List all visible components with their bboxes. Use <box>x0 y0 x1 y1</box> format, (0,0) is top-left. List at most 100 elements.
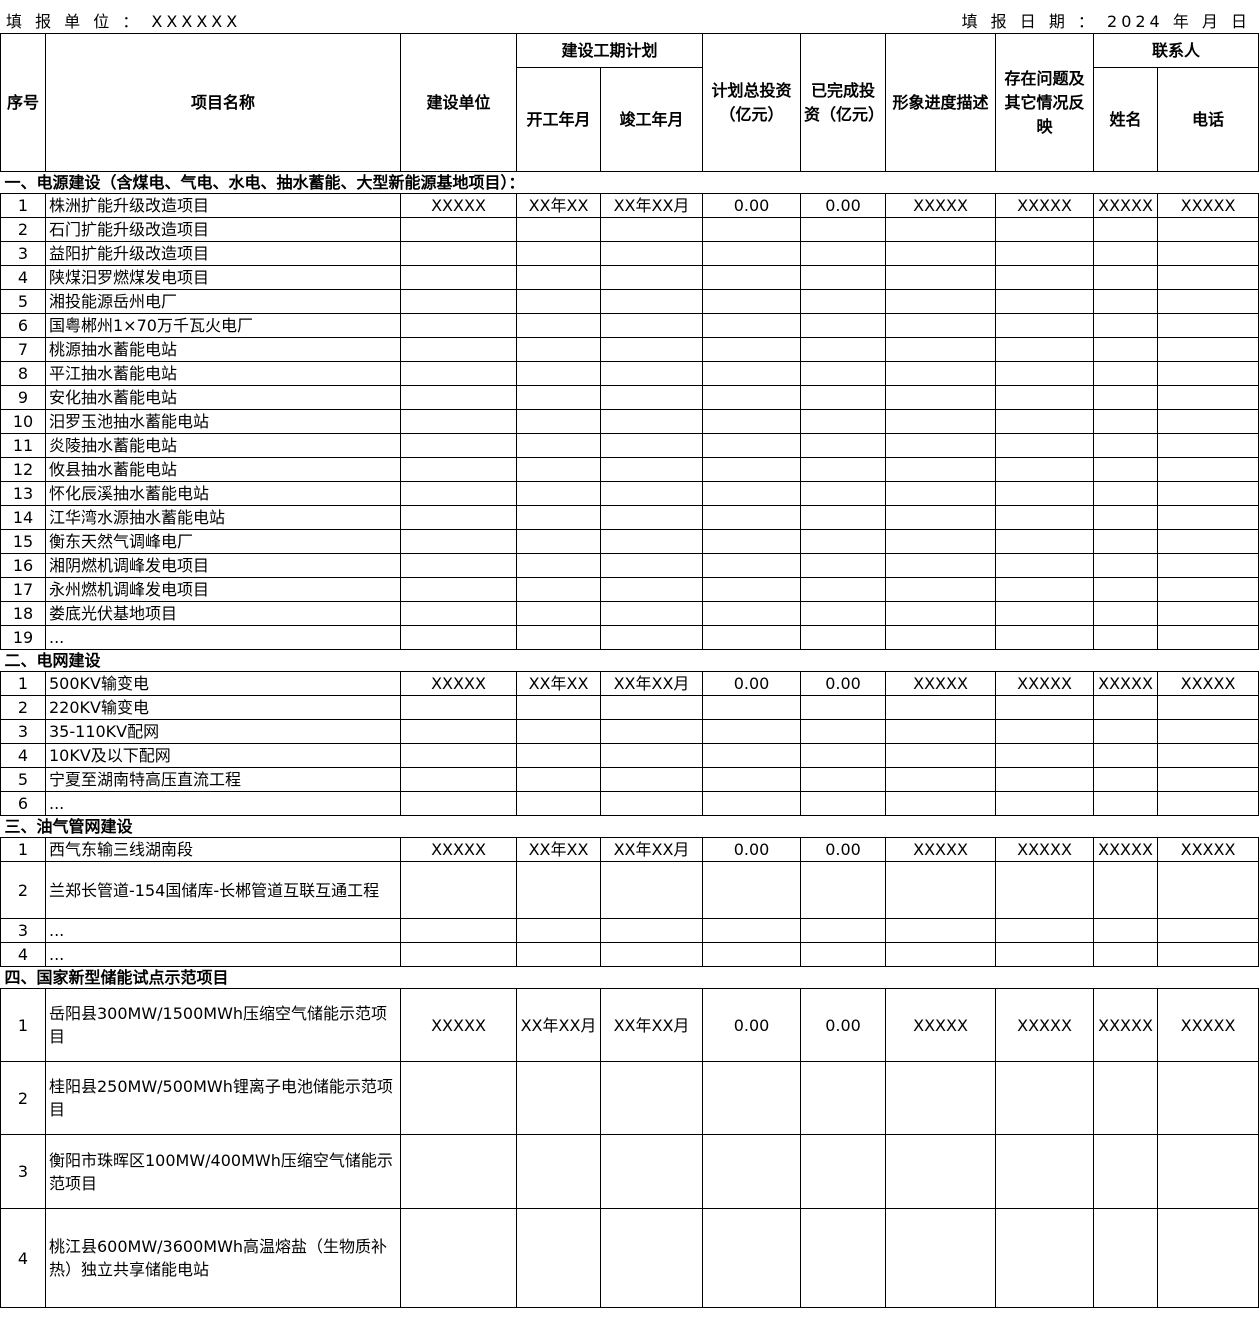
reporting-unit: 填 报 单 位 ： XXXXXX <box>6 12 242 31</box>
cell-builder <box>400 337 517 362</box>
cell-start <box>516 1061 601 1135</box>
table-row: 2 石门扩能升级改造项目 <box>0 217 1259 242</box>
cell-contact-phone <box>1157 625 1259 650</box>
cell-completed <box>800 577 887 602</box>
cell-contact-phone <box>1157 1134 1259 1209</box>
cell-end <box>599 217 704 242</box>
cell-completed <box>800 1061 887 1135</box>
cell-end <box>599 767 704 792</box>
cell-start <box>516 337 601 362</box>
cell-contact-phone <box>1157 529 1259 554</box>
cell-seq: 4 <box>0 942 46 967</box>
report-header: 填 报 单 位 ： XXXXXX 填 报 日 期 ： 2024 年 月 日 <box>0 0 1259 33</box>
cell-progress <box>885 241 997 266</box>
cell-completed <box>800 289 887 314</box>
cell-end: XX年XX月 <box>599 671 704 696</box>
cell-completed <box>800 1208 887 1308</box>
cell-end <box>599 942 704 967</box>
cell-completed <box>800 409 887 434</box>
cell-progress <box>885 695 997 720</box>
cell-contact-name <box>1093 457 1159 482</box>
cell-issues: XXXXX <box>995 671 1095 696</box>
cell-completed <box>800 529 887 554</box>
cell-builder: XXXXX <box>400 193 517 218</box>
table-row: 4 陕煤汨罗燃煤发电项目 <box>0 265 1259 290</box>
cell-completed <box>800 743 887 768</box>
cell-end <box>599 918 704 943</box>
cell-name: 衡阳市珠晖区100MW/400MWh压缩空气储能示范项目 <box>45 1134 401 1209</box>
header-completed: 已完成投资（亿元） <box>800 33 887 172</box>
cell-planned: 0.00 <box>702 837 802 862</box>
cell-planned <box>702 409 802 434</box>
cell-end <box>599 719 704 744</box>
cell-contact-phone <box>1157 1208 1259 1308</box>
cell-name: 国粤郴州1×70万千瓦火电厂 <box>45 313 401 338</box>
cell-start <box>516 918 601 943</box>
cell-completed <box>800 337 887 362</box>
section-row: 四、国家新型储能试点示范项目 <box>0 966 1259 989</box>
cell-completed <box>800 767 887 792</box>
cell-name: 平江抽水蓄能电站 <box>45 361 401 386</box>
cell-contact-phone <box>1157 861 1259 919</box>
table-row: 11 炎陵抽水蓄能电站 <box>0 433 1259 458</box>
cell-contact-name <box>1093 791 1159 816</box>
cell-start <box>516 743 601 768</box>
cell-planned <box>702 313 802 338</box>
cell-planned <box>702 289 802 314</box>
cell-issues <box>995 337 1095 362</box>
cell-issues <box>995 1208 1095 1308</box>
cell-seq: 3 <box>0 241 46 266</box>
cell-issues <box>995 433 1095 458</box>
cell-start <box>516 313 601 338</box>
cell-progress <box>885 409 997 434</box>
cell-seq: 3 <box>0 1134 46 1209</box>
cell-seq: 10 <box>0 409 46 434</box>
cell-start <box>516 695 601 720</box>
cell-planned <box>702 529 802 554</box>
cell-seq: 2 <box>0 695 46 720</box>
cell-builder <box>400 1208 517 1308</box>
cell-start <box>516 1208 601 1308</box>
cell-seq: 1 <box>0 671 46 696</box>
cell-name: 陕煤汨罗燃煤发电项目 <box>45 265 401 290</box>
cell-start <box>516 481 601 506</box>
cell-end <box>599 529 704 554</box>
cell-name: 江华湾水源抽水蓄能电站 <box>45 505 401 530</box>
cell-builder <box>400 241 517 266</box>
cell-contact-phone <box>1157 361 1259 386</box>
table-body: 一、电源建设（含煤电、气电、水电、抽水蓄能、大型新能源基地项目）： 1 株洲扩能升级… <box>0 171 1259 1308</box>
cell-progress <box>885 217 997 242</box>
cell-start <box>516 409 601 434</box>
cell-seq: 8 <box>0 361 46 386</box>
cell-issues <box>995 861 1095 919</box>
table-row: 2 220KV输变电 <box>0 695 1259 720</box>
cell-name: 兰郑长管道-154国储库-长郴管道互联互通工程 <box>45 861 401 919</box>
cell-contact-phone <box>1157 289 1259 314</box>
header-contact-phone: 电话 <box>1157 67 1259 172</box>
cell-contact-name <box>1093 433 1159 458</box>
section-title: 四、国家新型储能试点示范项目 <box>0 966 1259 989</box>
table-row: 2 桂阳县250MW/500MWh锂离子电池储能示范项目 <box>0 1061 1259 1135</box>
table-row: 5 宁夏至湖南特高压直流工程 <box>0 767 1259 792</box>
cell-name: 桂阳县250MW/500MWh锂离子电池储能示范项目 <box>45 1061 401 1135</box>
cell-start: XX年XX <box>516 671 601 696</box>
cell-seq: 7 <box>0 337 46 362</box>
cell-contact-name <box>1093 942 1159 967</box>
cell-contact-name <box>1093 505 1159 530</box>
cell-contact-name <box>1093 529 1159 554</box>
cell-builder <box>400 601 517 626</box>
cell-completed <box>800 313 887 338</box>
cell-issues <box>995 241 1095 266</box>
table-row: 17 永州燃机调峰发电项目 <box>0 577 1259 602</box>
cell-contact-phone <box>1157 918 1259 943</box>
cell-planned <box>702 457 802 482</box>
cell-end <box>599 289 704 314</box>
cell-contact-name <box>1093 719 1159 744</box>
cell-contact-phone <box>1157 433 1259 458</box>
table-row: 1 株洲扩能升级改造项目 XXXXX XX年XX XX年XX月 0.00 0.00 XXXXX… <box>0 193 1259 218</box>
cell-seq: 4 <box>0 1208 46 1308</box>
cell-start <box>516 601 601 626</box>
cell-builder <box>400 505 517 530</box>
cell-planned <box>702 767 802 792</box>
cell-completed <box>800 791 887 816</box>
